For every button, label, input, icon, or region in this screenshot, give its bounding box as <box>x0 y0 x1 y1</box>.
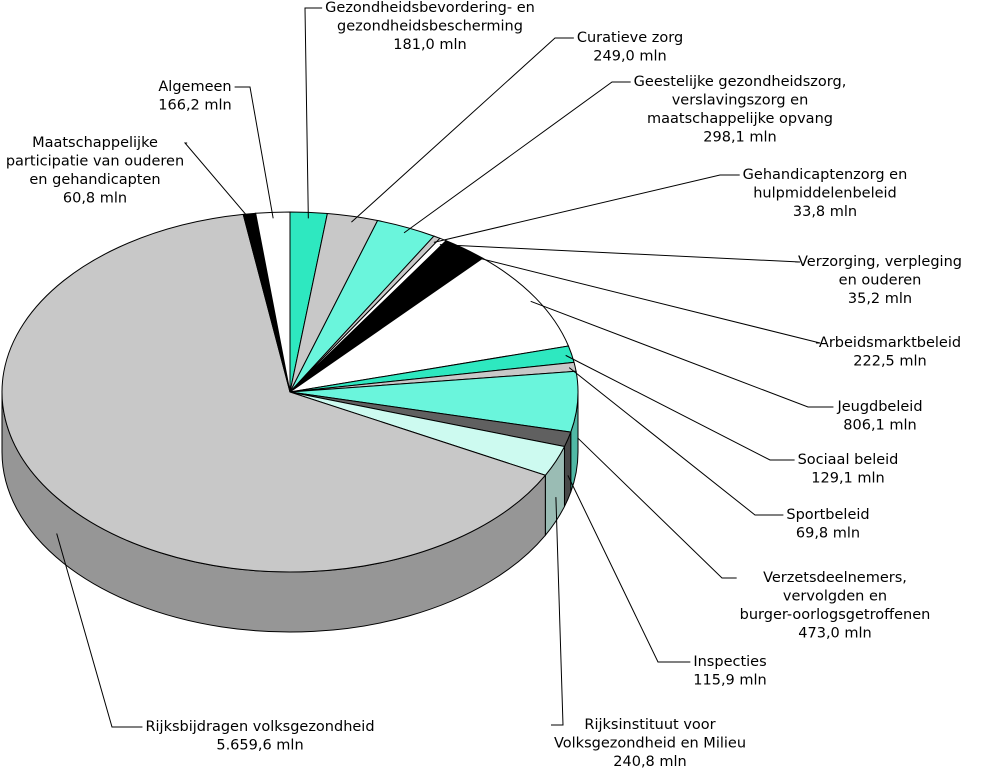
slice-label: Algemeen 166,2 mln <box>158 79 274 219</box>
category-label: Sportbeleid <box>786 507 869 523</box>
value-label: 240,8 mln <box>613 754 686 770</box>
category-label: Algemeen <box>158 79 231 95</box>
leader-line <box>351 37 574 223</box>
category-line: hulpmiddelenbeleid <box>753 186 897 202</box>
leader-line <box>304 7 323 219</box>
pie-slice <box>289 257 570 393</box>
category-line: Rijksbijdragen volksgezondheid <box>145 719 374 735</box>
category-line: vervolgden en <box>783 589 887 605</box>
value-label: 129,1 mln <box>811 471 884 487</box>
slice-label: Arbeidsmarktbeleid 222,5 mln <box>461 253 961 370</box>
category-label: Sociaal beleid <box>798 452 899 468</box>
category-label: Inspecties <box>693 654 766 670</box>
category-label: Jeugdbeleid <box>836 399 922 415</box>
leader-line <box>530 300 834 408</box>
category-line: Sociaal beleid <box>798 452 899 468</box>
leader-line <box>568 367 784 516</box>
category-line: Verzetsdeelnemers, <box>763 570 907 586</box>
slice-label: Gezondheidsbevordering- en gezondheidsbes… <box>304 0 535 219</box>
category-label: Gehandicaptenzorg en hulpmiddelenbeleid <box>743 167 908 202</box>
category-label: Rijksbijdragen volksgezondheid <box>145 719 374 735</box>
category-line: Jeugdbeleid <box>836 399 922 415</box>
value-label: 473,0 mln <box>798 626 871 642</box>
category-line: Gehandicaptenzorg en <box>743 167 908 183</box>
leader-line <box>577 437 737 579</box>
pie-slice <box>255 211 291 393</box>
category-line: Gezondheidsbevordering- en <box>325 0 535 16</box>
slice-label: Jeugdbeleid 806,1 mln <box>530 300 923 434</box>
value-label: 249,0 mln <box>593 49 666 65</box>
category-label: Maatschappelijke participatie van ouderen… <box>6 135 184 188</box>
leader-line <box>550 497 564 726</box>
slice-label: Verzorging, verpleging en ouderen 35,2 mln <box>439 244 962 307</box>
value-label: 33,8 mln <box>793 204 857 220</box>
category-label: Geestelijke gezondheidszorg, verslavingsz… <box>634 74 847 127</box>
leader-line <box>565 354 795 461</box>
slice-label: Maatschappelijke participatie van ouderen… <box>6 135 251 221</box>
category-line: Rijksinstituut voor <box>584 717 715 733</box>
category-line: Verzorging, verpleging <box>798 254 962 270</box>
slice-label: Verzetsdeelnemers, vervolgden en burger-oo… <box>577 437 931 642</box>
category-line: en ouderen <box>839 273 922 289</box>
value-label: 115,9 mln <box>693 673 766 689</box>
category-line: Curatieve zorg <box>577 30 683 46</box>
value-label: 166,2 mln <box>158 98 231 114</box>
category-line: burger-oorlogsgetroffenen <box>740 607 931 623</box>
slice-label: Gehandicaptenzorg en hulpmiddelenbeleid 33… <box>433 167 908 243</box>
category-label: Curatieve zorg <box>577 30 683 46</box>
leader-line <box>439 244 801 263</box>
category-line: en gehandicapten <box>29 172 160 188</box>
category-line: Maatschappelijke <box>32 135 158 151</box>
category-label: Verzorging, verpleging en ouderen <box>798 254 962 289</box>
value-label: 69,8 mln <box>796 526 860 542</box>
value-label: 5.659,6 mln <box>216 738 303 754</box>
category-line: maatschappelijke opvang <box>647 111 833 127</box>
slice-label: Curatieve zorg 249,0 mln <box>351 30 683 223</box>
category-line: participatie van ouderen <box>6 154 184 170</box>
category-line: Volksgezondheid en Milieu <box>554 736 746 752</box>
slice-label: Sportbeleid 69,8 mln <box>568 367 870 542</box>
value-label: 35,2 mln <box>848 291 912 307</box>
category-line: verslavingszorg en <box>672 93 809 109</box>
category-line: Inspecties <box>693 654 766 670</box>
category-line: gezondheidsbescherming <box>337 19 523 35</box>
leader-line <box>433 174 740 243</box>
leader-line <box>234 86 274 219</box>
leader-line <box>183 142 251 221</box>
leader-line <box>403 81 631 234</box>
category-line: Geestelijke gezondheidszorg, <box>634 74 847 90</box>
slice-label: Rijksinstituut voor Volksgezondheid en Mi… <box>550 497 746 770</box>
category-label: Rijksinstituut voor Volksgezondheid en Mi… <box>554 717 746 752</box>
slice-label: Inspecties 115,9 mln <box>567 475 767 689</box>
value-label: 298,1 mln <box>703 130 776 146</box>
value-label: 60,8 mln <box>63 191 127 207</box>
category-line: Arbeidsmarktbeleid <box>819 335 961 351</box>
pie-slice <box>1 213 547 573</box>
slice-label: Rijksbijdragen volksgezondheid 5.659,6 ml… <box>56 533 375 754</box>
value-label: 181,0 mln <box>393 37 466 53</box>
leader-line <box>461 253 821 344</box>
value-label: 222,5 mln <box>853 354 926 370</box>
leader-line <box>56 533 143 728</box>
category-label: Verzetsdeelnemers, vervolgden en burger-oo… <box>740 570 931 623</box>
value-label: 806,1 mln <box>843 418 916 434</box>
category-label: Gezondheidsbevordering- en gezondheidsbes… <box>325 0 535 35</box>
slice-label: Sociaal beleid 129,1 mln <box>565 354 899 487</box>
category-label: Arbeidsmarktbeleid <box>819 335 961 351</box>
category-line: Sportbeleid <box>786 507 869 523</box>
slice-label: Geestelijke gezondheidszorg, verslavingsz… <box>403 74 847 234</box>
leader-line <box>567 475 691 663</box>
category-line: Algemeen <box>158 79 231 95</box>
